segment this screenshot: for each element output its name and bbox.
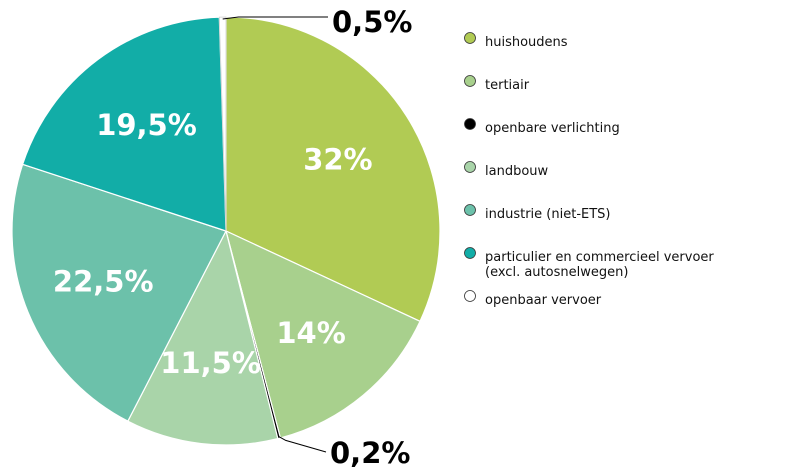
- legend-swatch: [464, 32, 476, 44]
- legend-label: openbaar vervoer: [485, 293, 602, 308]
- pie-slices: [11, 16, 441, 446]
- legend-label: particulier en commercieel vervoer: [485, 250, 714, 265]
- legend-swatch: [464, 75, 476, 87]
- callout-label-openbare-verlichting: 0,2%: [330, 436, 410, 470]
- callout-label-openbaar-vervoer: 0,5%: [332, 5, 412, 39]
- legend-item-huishoudens: huishoudens: [464, 32, 568, 50]
- pie-slice-labels: 32% 14% 11,5% 22,5% 19,5%: [53, 108, 373, 380]
- slice-label-landbouw: 11,5%: [160, 346, 261, 380]
- legend-swatch: [464, 247, 476, 259]
- pie-slice-particulier-en-commercieel-vervoer-excl-autosnelwegen: [21, 16, 227, 232]
- pie-slice-huishoudens: [225, 16, 441, 323]
- legend: huishoudens tertiair openbare verlichting l…: [464, 32, 714, 308]
- legend-item-openbare-verlichting: openbare verlichting: [464, 118, 620, 136]
- legend-label: tertiair: [485, 78, 530, 93]
- legend-item-landbouw: landbouw: [464, 161, 549, 179]
- legend-label: landbouw: [485, 164, 549, 179]
- legend-swatch: [464, 161, 476, 173]
- slice-label-industrie-niet-ets: 22,5%: [53, 264, 154, 298]
- legend-swatch: [464, 204, 476, 216]
- slice-label-tertiair: 14%: [276, 316, 345, 350]
- slice-label-particulier-en-commercieel-vervoer-excl-autosnelwegen: 19,5%: [96, 108, 197, 142]
- legend-swatch: [464, 118, 476, 130]
- legend-label: openbare verlichting: [485, 121, 620, 136]
- pie-slice-industrie-niet-ets: [11, 163, 227, 422]
- legend-label: industrie (niet-ETS): [485, 207, 611, 222]
- pie-slice-landbouw: [127, 229, 279, 446]
- pie-callouts: 0,2% 0,5%: [222, 5, 412, 470]
- pie-slice-tertiair: [225, 229, 421, 439]
- legend-item-industrie-niet-ets: industrie (niet-ETS): [464, 204, 611, 222]
- legend-label: (excl. autosnelwegen): [485, 265, 628, 280]
- legend-swatch: [464, 290, 476, 302]
- pie-slice-outline-openbaar-vervoer: [218, 16, 227, 232]
- legend-item-openbaar-vervoer: openbaar vervoer: [464, 290, 602, 308]
- callout-line-openbare-verlichting: [278, 435, 327, 453]
- legend-item-tertiair: tertiair: [464, 75, 530, 93]
- legend-label: huishoudens: [485, 35, 568, 50]
- callout-line-openbaar-vervoer: [222, 16, 328, 20]
- slice-label-huishoudens: 32%: [303, 143, 372, 177]
- legend-item-particulier-en-commercieel-vervoer-excl-autosnelwegen: particulier en commercieel vervoer(excl.…: [464, 247, 714, 280]
